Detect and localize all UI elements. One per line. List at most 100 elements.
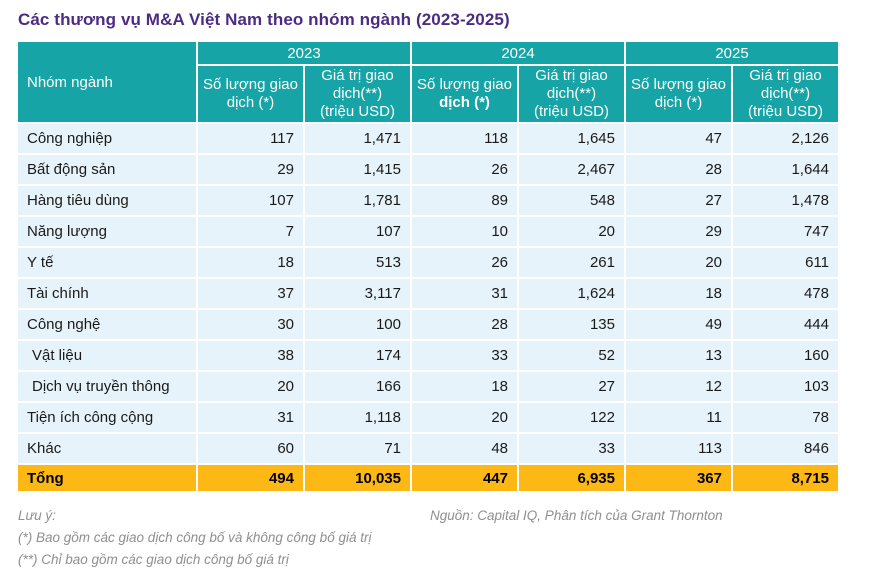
industry-label: Bất động sản	[18, 155, 196, 184]
table-row: Công nghệ 30 100 28 135 49 444	[18, 310, 838, 339]
cell-value: 1,118	[305, 403, 410, 432]
cell-value: 26	[412, 155, 517, 184]
subheader-2024-count: Số lượng giao dịch (*)	[412, 66, 517, 122]
total-row: Tổng 494 10,035 447 6,935 367 8,715	[18, 465, 838, 491]
cell-value: 3,117	[305, 279, 410, 308]
cell-value: 7	[198, 217, 303, 246]
subheader-line: dịch(**)	[332, 85, 383, 103]
table-row: Hàng tiêu dùng 107 1,781 89 548 27 1,478	[18, 186, 838, 215]
table-row: Khác 60 71 48 33 113 846	[18, 434, 838, 463]
subheader-line: Số lượng giao	[417, 76, 512, 94]
cell-value: 113	[626, 434, 731, 463]
cell-value: 261	[519, 248, 624, 277]
cell-value: 29	[198, 155, 303, 184]
cell-value: 107	[305, 217, 410, 246]
total-value: 367	[626, 465, 731, 491]
cell-value: 33	[412, 341, 517, 370]
industry-label: Hàng tiêu dùng	[18, 186, 196, 215]
cell-value: 1,478	[733, 186, 838, 215]
year-header-2025: 2025	[626, 42, 838, 64]
industry-label: Vật liệu	[18, 341, 196, 370]
footer-notes: Lưu ý: Nguồn: Capital IQ, Phân tích của …	[18, 508, 866, 574]
cell-value: 26	[412, 248, 517, 277]
subheader-2025-value: Giá trị giao dịch(**) (triệu USD)	[733, 66, 838, 122]
subheader-line: Giá trị giao	[535, 67, 608, 85]
table-row: Tiện ích công cộng 31 1,118 20 122 11 78	[18, 403, 838, 432]
cell-value: 107	[198, 186, 303, 215]
subheader-2023-count: Số lượng giao dịch (*)	[198, 66, 303, 122]
subheader-line: dịch (*)	[654, 94, 703, 111]
table-body: Công nghiệp 117 1,471 118 1,645 47 2,126 Bất độ…	[18, 124, 838, 463]
industry-label: Năng lượng	[18, 217, 196, 246]
ma-deals-table: Nhóm ngành 2023 2024 2025 Số lượng giao …	[16, 40, 840, 493]
total-value: 6,935	[519, 465, 624, 491]
table-row: Công nghiệp 117 1,471 118 1,645 47 2,126	[18, 124, 838, 153]
cell-value: 89	[412, 186, 517, 215]
subheader-line: (triệu USD)	[319, 102, 395, 120]
cell-value: 548	[519, 186, 624, 215]
cell-value: 27	[519, 372, 624, 401]
cell-value: 117	[198, 124, 303, 153]
cell-value: 444	[733, 310, 838, 339]
cell-value: 13	[626, 341, 731, 370]
industry-label: Khác	[18, 434, 196, 463]
footnote-single-star: (*) Bao gồm các giao dịch công bố và khô…	[18, 530, 372, 545]
cell-value: 31	[412, 279, 517, 308]
industry-label: Công nghiệp	[18, 124, 196, 153]
year-header-2024: 2024	[412, 42, 624, 64]
cell-value: 174	[305, 341, 410, 370]
cell-value: 12	[626, 372, 731, 401]
cell-value: 1,415	[305, 155, 410, 184]
subheader-line: dịch (*)	[439, 94, 490, 111]
cell-value: 747	[733, 217, 838, 246]
subheader-line: dịch(**)	[546, 85, 597, 103]
cell-value: 1,781	[305, 186, 410, 215]
cell-value: 28	[412, 310, 517, 339]
cell-value: 18	[198, 248, 303, 277]
cell-value: 478	[733, 279, 838, 308]
source-text: Nguồn: Capital IQ, Phân tích của Grant T…	[430, 508, 723, 523]
cell-value: 10	[412, 217, 517, 246]
cell-value: 78	[733, 403, 838, 432]
page-title: Các thương vụ M&A Việt Nam theo nhóm ngà…	[18, 10, 510, 29]
cell-value: 166	[305, 372, 410, 401]
table-header: Nhóm ngành 2023 2024 2025 Số lượng giao …	[18, 42, 838, 122]
cell-value: 38	[198, 341, 303, 370]
cell-value: 37	[198, 279, 303, 308]
total-value: 494	[198, 465, 303, 491]
table-footer: Tổng 494 10,035 447 6,935 367 8,715	[18, 465, 838, 491]
subheader-line: dịch(**)	[760, 85, 811, 103]
cell-value: 1,644	[733, 155, 838, 184]
cell-value: 29	[626, 217, 731, 246]
cell-value: 118	[412, 124, 517, 153]
cell-value: 20	[198, 372, 303, 401]
table-row: Vật liệu 38 174 33 52 13 160	[18, 341, 838, 370]
cell-value: 18	[626, 279, 731, 308]
cell-value: 49	[626, 310, 731, 339]
industry-label: Công nghệ	[18, 310, 196, 339]
cell-value: 30	[198, 310, 303, 339]
industry-label: Y tế	[18, 248, 196, 277]
column-header-nhom-nganh: Nhóm ngành	[18, 42, 196, 122]
cell-value: 20	[626, 248, 731, 277]
cell-value: 513	[305, 248, 410, 277]
cell-value: 611	[733, 248, 838, 277]
industry-label: Tài chính	[18, 279, 196, 308]
total-label: Tổng	[18, 465, 196, 491]
subheader-2024-value: Giá trị giao dịch(**) (triệu USD)	[519, 66, 624, 122]
cell-value: 52	[519, 341, 624, 370]
subheader-line: Số lượng giao	[203, 76, 298, 94]
industry-label: Dịch vụ truyền thông	[18, 372, 196, 401]
cell-value: 60	[198, 434, 303, 463]
subheader-line: Giá trị giao	[749, 67, 822, 85]
cell-value: 47	[626, 124, 731, 153]
cell-value: 2,126	[733, 124, 838, 153]
table-row: Y tế 18 513 26 261 20 611	[18, 248, 838, 277]
cell-value: 1,645	[519, 124, 624, 153]
cell-value: 20	[412, 403, 517, 432]
footnote-double-star: (**) Chỉ bao gồm các giao dịch công bố g…	[18, 552, 289, 567]
cell-value: 71	[305, 434, 410, 463]
total-value: 10,035	[305, 465, 410, 491]
table-row: Năng lượng 7 107 10 20 29 747	[18, 217, 838, 246]
subheader-line: Số lượng giao	[631, 76, 726, 94]
